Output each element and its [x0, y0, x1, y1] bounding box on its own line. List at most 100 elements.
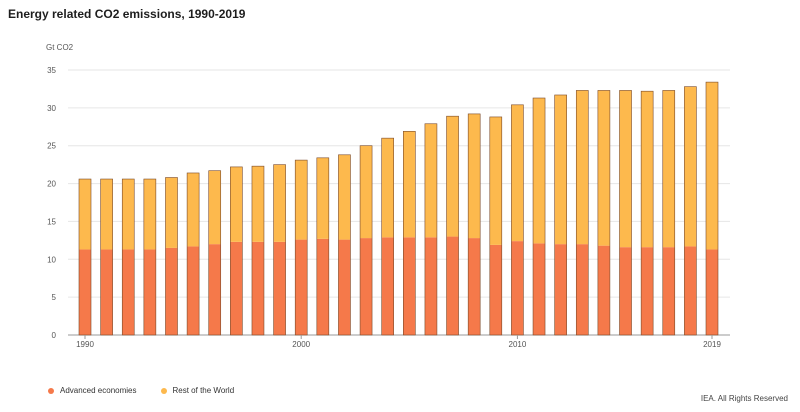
bar-outline-2014 — [597, 90, 611, 336]
x-tick-label-1990: 1990 — [76, 340, 94, 349]
bar-rest-2012 — [554, 94, 567, 245]
bar-rest-1991 — [100, 179, 113, 250]
bar-advanced-2005 — [403, 237, 416, 335]
bar-advanced-2014 — [597, 245, 610, 335]
bar-outline-1994 — [165, 177, 178, 336]
y-tick-label-15: 15 — [47, 217, 56, 226]
bar-advanced-1991 — [100, 249, 113, 335]
y-tick-label-30: 30 — [47, 104, 56, 113]
bar-rest-1994 — [165, 177, 178, 248]
bar-rest-2015 — [619, 90, 632, 248]
bar-advanced-2013 — [576, 244, 589, 335]
bar-advanced-2017 — [662, 247, 675, 335]
bar-advanced-1997 — [230, 241, 243, 335]
x-tick-label-2010: 2010 — [509, 340, 527, 349]
credit-text: IEA. All Rights Reserved — [700, 394, 788, 403]
bar-rest-1995 — [187, 172, 200, 247]
bar-rest-2007 — [446, 116, 459, 237]
bar-rest-2004 — [381, 138, 394, 238]
bar-outline-1993 — [143, 178, 157, 336]
bar-outline-2013 — [575, 90, 589, 336]
bar-rest-2019 — [706, 82, 718, 250]
bar-outline-2007 — [446, 115, 459, 336]
bar-rest-2014 — [597, 90, 610, 246]
bar-advanced-2019 — [706, 249, 718, 335]
bar-outline-2004 — [381, 137, 394, 336]
bar-outline-1996 — [208, 170, 222, 336]
bar-advanced-1999 — [273, 241, 286, 335]
legend-dot-advanced — [48, 387, 54, 394]
bar-outline-2011 — [532, 97, 546, 336]
bar-rest-2011 — [533, 98, 546, 244]
bar-outline-2017 — [662, 90, 676, 336]
bar-outline-2002 — [338, 154, 351, 336]
bar-advanced-2016 — [641, 247, 654, 335]
y-tick-label-10: 10 — [47, 255, 56, 264]
bar-outline-2005 — [403, 131, 416, 336]
chart-title: Energy related CO2 emissions, 1990-2019 — [8, 7, 246, 21]
bar-advanced-2009 — [489, 244, 502, 335]
bar-advanced-2012 — [554, 244, 567, 335]
bar-outline-2001 — [316, 157, 330, 336]
bar-rest-1993 — [143, 179, 156, 250]
bar-advanced-2003 — [360, 238, 373, 335]
y-tick-label-25: 25 — [47, 142, 56, 151]
bar-rest-1992 — [122, 179, 135, 250]
bar-advanced-2000 — [295, 239, 308, 335]
bar-outline-1991 — [100, 178, 113, 336]
bar-rest-2013 — [576, 90, 589, 245]
bar-rest-2000 — [295, 160, 308, 240]
bar-rest-2018 — [684, 86, 697, 247]
bar-advanced-1996 — [208, 244, 221, 335]
x-tick-label-2019: 2019 — [703, 340, 721, 349]
bar-rest-1999 — [273, 164, 286, 242]
legend-label-advanced: Advanced economies — [60, 386, 137, 395]
bar-advanced-2018 — [684, 246, 697, 335]
bar-rest-2006 — [424, 123, 437, 238]
bar-rest-1996 — [208, 170, 221, 245]
bar-rest-2010 — [511, 104, 524, 242]
y-tick-label-0: 0 — [52, 331, 57, 340]
bar-outline-2015 — [619, 90, 632, 336]
bar-outline-2003 — [359, 145, 373, 336]
bar-advanced-2010 — [511, 241, 524, 335]
bar-advanced-1998 — [251, 241, 264, 335]
bar-advanced-2002 — [338, 239, 351, 335]
y-tick-label-5: 5 — [52, 293, 57, 302]
bar-rest-2009 — [489, 116, 502, 245]
bar-outline-2006 — [424, 123, 438, 336]
bar-advanced-2004 — [381, 237, 394, 335]
bar-rest-2008 — [468, 113, 481, 239]
bar-advanced-2015 — [619, 247, 632, 335]
bar-advanced-1993 — [143, 249, 156, 335]
bar-rest-2002 — [338, 154, 351, 240]
bar-advanced-2001 — [316, 238, 329, 335]
y-axis-unit-label: Gt CO2 — [46, 43, 74, 52]
legend: Advanced economies Rest of the World — [48, 386, 234, 395]
bar-outline-1992 — [121, 178, 135, 336]
bar-advanced-1995 — [187, 246, 200, 335]
bar-rest-1998 — [251, 166, 264, 242]
bar-outline-2009 — [489, 116, 503, 336]
bar-advanced-2007 — [446, 236, 459, 335]
y-tick-label-20: 20 — [47, 180, 56, 189]
bar-advanced-1990 — [79, 249, 91, 335]
bar-outline-2018 — [684, 86, 697, 336]
bar-outline-1999 — [273, 164, 286, 336]
stacked-bar-chart: Gt CO2 0 5 10 15 20 25 30 35 1990 2000 2010 2019 — [46, 43, 730, 349]
x-tick-label-2000: 2000 — [292, 340, 310, 349]
bar-advanced-1992 — [122, 249, 135, 335]
bar-rest-2017 — [662, 90, 675, 248]
bar-advanced-2006 — [424, 237, 437, 335]
bar-rest-2016 — [641, 91, 654, 248]
bar-outline-1995 — [186, 172, 200, 336]
bar-outline-2016 — [640, 90, 654, 336]
legend-label-rest: Rest of the World — [172, 386, 235, 395]
bar-rest-1990 — [79, 179, 91, 250]
bar-outline-1998 — [251, 165, 265, 336]
legend-item-rest[interactable]: Rest of the World — [160, 386, 235, 395]
legend-item-advanced[interactable]: Advanced economies — [48, 386, 137, 395]
bar-advanced-2008 — [468, 238, 481, 335]
legend-dot-rest — [160, 387, 167, 394]
y-tick-label-35: 35 — [47, 66, 56, 75]
